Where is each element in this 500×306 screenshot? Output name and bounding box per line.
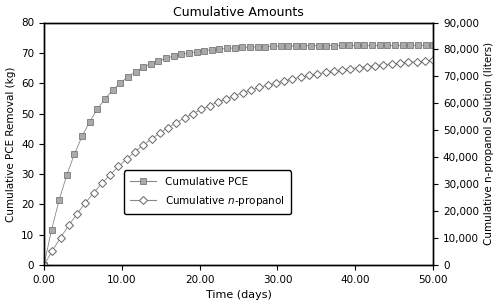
Cumulative PCE [41, 263, 47, 267]
Cumulative n-propanol [140, 143, 146, 147]
Cumulative PCE [400, 43, 406, 47]
Cumulative n-propanol [397, 61, 403, 65]
Cumulative n-propanol [281, 79, 287, 83]
Cumulative n-propanol [356, 66, 362, 69]
Cumulative n-propanol [273, 81, 279, 85]
Cumulative n-propanol [331, 69, 337, 73]
Cumulative n-propanol [232, 94, 237, 97]
Cumulative n-propanol [215, 100, 221, 104]
Cumulative n-propanol [322, 71, 328, 74]
Cumulative n-propanol [348, 67, 354, 70]
Y-axis label: Cumulative PCE Removal (kg): Cumulative PCE Removal (kg) [6, 66, 16, 222]
Line: Cumulative n-propanol: Cumulative n-propanol [41, 57, 436, 268]
Cumulative PCE [293, 44, 299, 48]
Cumulative n-propanol [248, 88, 254, 92]
Cumulative n-propanol [90, 191, 96, 195]
Cumulative n-propanol [174, 121, 180, 125]
Cumulative n-propanol [389, 62, 395, 66]
Cumulative n-propanol [165, 126, 171, 129]
Cumulative PCE [224, 47, 230, 50]
Cumulative n-propanol [190, 112, 196, 115]
Cumulative n-propanol [339, 68, 345, 72]
Y-axis label: Cumulative n-propanol Solution (liters): Cumulative n-propanol Solution (liters) [484, 42, 494, 245]
Cumulative n-propanol [206, 104, 212, 107]
Cumulative n-propanol [58, 236, 64, 240]
Cumulative n-propanol [240, 91, 246, 95]
Cumulative n-propanol [314, 72, 320, 76]
Cumulative PCE [178, 53, 184, 56]
Cumulative n-propanol [107, 173, 113, 177]
Cumulative n-propanol [148, 137, 154, 141]
Cumulative n-propanol [364, 65, 370, 68]
Title: Cumulative Amounts: Cumulative Amounts [173, 6, 304, 19]
Cumulative n-propanol [422, 59, 428, 63]
Cumulative n-propanol [406, 61, 411, 64]
Cumulative n-propanol [372, 64, 378, 67]
Cumulative PCE [72, 152, 78, 156]
Cumulative n-propanol [99, 181, 105, 185]
Cumulative n-propanol [41, 263, 47, 267]
Cumulative n-propanol [157, 131, 163, 135]
Cumulative n-propanol [290, 77, 296, 81]
Cumulative PCE [278, 44, 283, 48]
Cumulative n-propanol [124, 157, 130, 161]
Cumulative n-propanol [132, 150, 138, 154]
Cumulative n-propanol [264, 83, 270, 87]
Cumulative n-propanol [66, 223, 72, 227]
X-axis label: Time (days): Time (days) [206, 290, 272, 300]
Cumulative n-propanol [430, 58, 436, 62]
Cumulative n-propanol [306, 74, 312, 77]
Cumulative n-propanol [380, 63, 386, 66]
Cumulative n-propanol [223, 97, 229, 101]
Cumulative n-propanol [116, 165, 121, 168]
Cumulative n-propanol [49, 249, 55, 253]
Cumulative n-propanol [182, 116, 188, 120]
Line: Cumulative PCE: Cumulative PCE [42, 43, 436, 268]
Cumulative n-propanol [256, 86, 262, 89]
Cumulative n-propanol [74, 212, 80, 215]
Cumulative n-propanol [82, 201, 88, 205]
Cumulative n-propanol [414, 60, 420, 63]
Cumulative PCE [430, 43, 436, 47]
Legend: Cumulative PCE, Cumulative $\mathit{n}$-propanol: Cumulative PCE, Cumulative $\mathit{n}$-… [124, 170, 291, 214]
Cumulative n-propanol [198, 108, 204, 111]
Cumulative n-propanol [298, 75, 304, 79]
